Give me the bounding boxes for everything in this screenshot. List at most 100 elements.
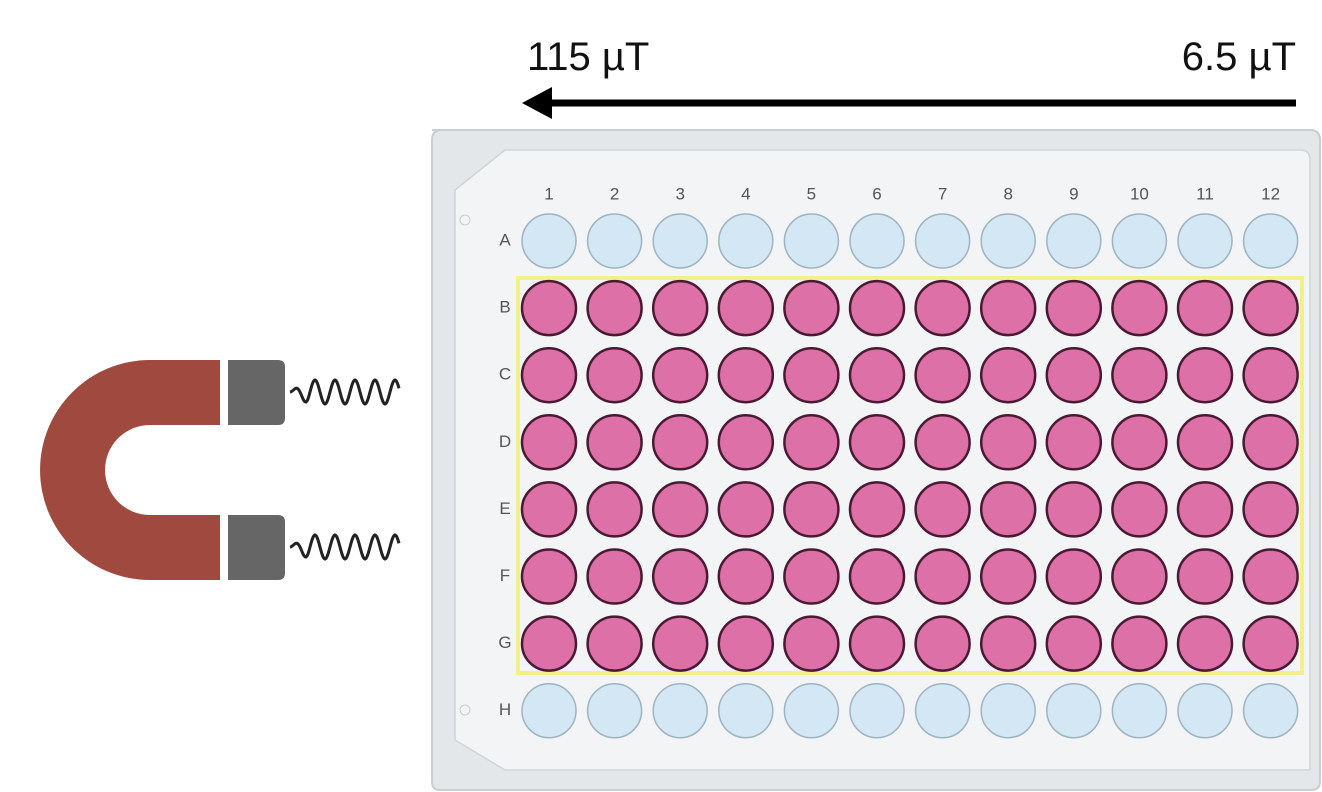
column-label: 10 bbox=[1130, 184, 1149, 203]
well bbox=[522, 550, 576, 604]
well bbox=[719, 214, 773, 268]
well bbox=[522, 348, 576, 402]
well bbox=[653, 617, 707, 671]
spring bbox=[290, 535, 399, 559]
well bbox=[981, 482, 1035, 536]
well bbox=[784, 482, 838, 536]
well bbox=[850, 281, 904, 335]
well bbox=[1112, 214, 1166, 268]
well bbox=[719, 617, 773, 671]
well bbox=[981, 281, 1035, 335]
well bbox=[653, 281, 707, 335]
well bbox=[653, 482, 707, 536]
well bbox=[784, 281, 838, 335]
column-label: 8 bbox=[1003, 184, 1012, 203]
column-label: 12 bbox=[1261, 184, 1280, 203]
well bbox=[784, 550, 838, 604]
well bbox=[1178, 550, 1232, 604]
row-label: F bbox=[500, 566, 510, 585]
well bbox=[588, 684, 642, 738]
well bbox=[1047, 214, 1101, 268]
well bbox=[522, 415, 576, 469]
well bbox=[1178, 214, 1232, 268]
well bbox=[1178, 348, 1232, 402]
well bbox=[916, 214, 970, 268]
field-label-low: 6.5 µT bbox=[1182, 35, 1296, 79]
column-label: 5 bbox=[807, 184, 816, 203]
well bbox=[850, 415, 904, 469]
well bbox=[1244, 281, 1298, 335]
well bbox=[719, 684, 773, 738]
well bbox=[1112, 684, 1166, 738]
well bbox=[719, 281, 773, 335]
well bbox=[850, 482, 904, 536]
well bbox=[981, 415, 1035, 469]
well bbox=[1178, 281, 1232, 335]
well bbox=[1047, 617, 1101, 671]
well bbox=[588, 550, 642, 604]
column-label: 6 bbox=[872, 184, 881, 203]
page: {"field_labels": {"high": "115 µT", "low… bbox=[0, 0, 1322, 792]
well bbox=[784, 684, 838, 738]
well bbox=[916, 281, 970, 335]
well bbox=[1112, 550, 1166, 604]
well bbox=[1178, 482, 1232, 536]
well bbox=[653, 214, 707, 268]
column-label: 4 bbox=[741, 184, 750, 203]
column-label: 11 bbox=[1196, 184, 1214, 203]
well bbox=[981, 617, 1035, 671]
well bbox=[850, 550, 904, 604]
row-label: E bbox=[499, 499, 510, 518]
well bbox=[784, 348, 838, 402]
well bbox=[719, 482, 773, 536]
well bbox=[588, 281, 642, 335]
well bbox=[1244, 348, 1298, 402]
well bbox=[1178, 684, 1232, 738]
well bbox=[916, 684, 970, 738]
diagram: 115 µT 6.5 µT 123456789101112ABCDEFGH bbox=[0, 0, 1322, 792]
well bbox=[1112, 281, 1166, 335]
well bbox=[981, 684, 1035, 738]
well bbox=[916, 415, 970, 469]
column-label: 7 bbox=[938, 184, 947, 203]
well bbox=[588, 415, 642, 469]
well bbox=[522, 281, 576, 335]
well bbox=[850, 348, 904, 402]
well bbox=[1244, 684, 1298, 738]
well bbox=[588, 482, 642, 536]
well bbox=[1178, 415, 1232, 469]
column-label: 9 bbox=[1069, 184, 1078, 203]
field-label-high: 115 µT bbox=[527, 35, 649, 79]
well bbox=[1112, 617, 1166, 671]
well bbox=[653, 348, 707, 402]
well bbox=[981, 550, 1035, 604]
well bbox=[916, 550, 970, 604]
well bbox=[916, 348, 970, 402]
well bbox=[653, 415, 707, 469]
well bbox=[1244, 482, 1298, 536]
well bbox=[784, 415, 838, 469]
well bbox=[916, 617, 970, 671]
row-label: B bbox=[499, 298, 510, 317]
well bbox=[1112, 415, 1166, 469]
well bbox=[784, 617, 838, 671]
well bbox=[1244, 415, 1298, 469]
well bbox=[1244, 550, 1298, 604]
well bbox=[850, 684, 904, 738]
row-label: G bbox=[498, 633, 511, 652]
well bbox=[1112, 348, 1166, 402]
well bbox=[588, 214, 642, 268]
gradient-arrow-head bbox=[522, 87, 552, 119]
well bbox=[784, 214, 838, 268]
magnet-pole bbox=[228, 360, 285, 425]
well bbox=[719, 415, 773, 469]
well bbox=[653, 550, 707, 604]
well bbox=[981, 348, 1035, 402]
well bbox=[1047, 684, 1101, 738]
well bbox=[916, 482, 970, 536]
magnet-pole bbox=[228, 515, 285, 580]
well bbox=[1047, 415, 1101, 469]
well bbox=[719, 348, 773, 402]
spring bbox=[290, 380, 399, 404]
well bbox=[1112, 482, 1166, 536]
